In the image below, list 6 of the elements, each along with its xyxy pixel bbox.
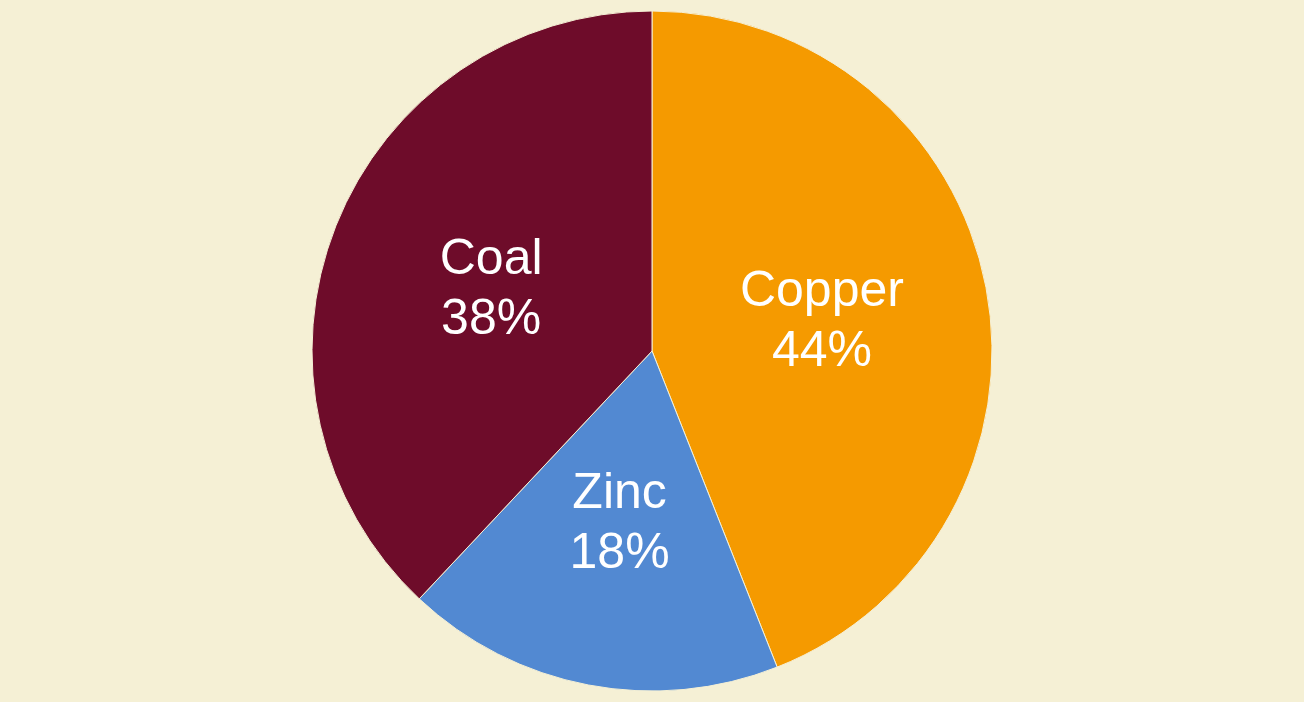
slice-label: Copper (739, 260, 904, 317)
slice-label: Coal (439, 229, 543, 286)
data-label: 44% (771, 320, 872, 377)
data-label: 38% (441, 289, 542, 346)
data-label: 18% (569, 522, 670, 579)
slice-label: Zinc (572, 462, 667, 519)
